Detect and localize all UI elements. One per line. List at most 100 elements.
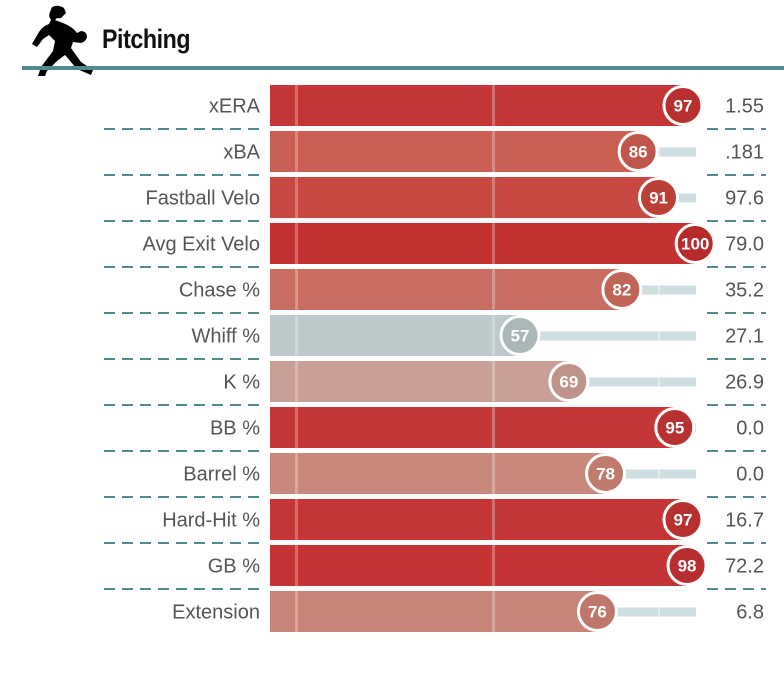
gridline [492, 453, 495, 494]
percentile-circle [548, 361, 590, 402]
gridline [295, 269, 298, 310]
percentile-label: 97 [674, 97, 693, 116]
percentile-label: 98 [678, 557, 697, 576]
gridline [295, 545, 298, 586]
percentile-bar [270, 499, 683, 540]
gridline [492, 361, 495, 402]
percentile-circle [601, 269, 643, 310]
percentile-label: 69 [559, 373, 578, 392]
percentile-bar [270, 131, 639, 172]
metric-label: xBA [223, 142, 260, 164]
percentile-bar [270, 453, 606, 494]
percentile-bar [270, 591, 598, 632]
percentile-circle [617, 131, 659, 172]
metric-label: GB % [208, 556, 260, 578]
stat-value: 0.0 [736, 418, 764, 440]
gridline [492, 269, 495, 310]
gridline [492, 223, 495, 264]
percentile-label: 97 [674, 511, 693, 530]
gridline [295, 177, 298, 218]
stat-value: 72.2 [725, 556, 764, 578]
percentile-bar [270, 85, 683, 126]
percentile-bar [270, 361, 569, 402]
percentile-bar [270, 223, 696, 264]
percentile-circle [662, 85, 704, 126]
metric-label: K % [223, 372, 260, 394]
metric-label: Avg Exit Velo [143, 234, 260, 256]
track-bar [597, 607, 696, 617]
track-tick [658, 285, 660, 295]
metric-label: Whiff % [191, 326, 260, 348]
track-bar [638, 147, 696, 157]
stat-value: 97.6 [725, 188, 764, 210]
section-header: Pitching [0, 0, 784, 78]
stat-value: 6.8 [736, 602, 764, 624]
percentile-label: 95 [665, 419, 684, 438]
track-tick [658, 147, 660, 157]
track-bar [568, 377, 696, 387]
stat-value: 79.0 [725, 234, 764, 256]
gridline [492, 131, 495, 172]
stat-value: 1.55 [725, 96, 764, 118]
gridline [295, 407, 298, 448]
percentile-bar [270, 407, 675, 448]
stat-value: 26.9 [725, 372, 764, 394]
percentile-label: 78 [596, 465, 615, 484]
percentile-bar [270, 177, 659, 218]
gridline [492, 499, 495, 540]
track-tick [658, 377, 660, 387]
metric-label: Barrel % [183, 464, 260, 486]
percentile-circle [662, 499, 704, 540]
percentile-circle [666, 545, 708, 586]
metric-label: Hard-Hit % [162, 510, 260, 532]
stat-value: 0.0 [736, 464, 764, 486]
metric-label: Chase % [179, 280, 260, 302]
gridline [492, 177, 495, 218]
metric-label: Extension [172, 602, 260, 624]
percentile-bar [270, 315, 520, 356]
percentile-circle [576, 591, 618, 632]
metric-label: Fastball Velo [145, 188, 260, 210]
percentile-circle [674, 223, 716, 264]
gridline [492, 85, 495, 126]
gridline [492, 545, 495, 586]
percentile-label: 86 [629, 143, 648, 162]
percentile-circle [585, 453, 627, 494]
metric-label: xERA [209, 96, 261, 118]
gridline [295, 499, 298, 540]
gridline [295, 223, 298, 264]
percentile-label: 76 [588, 603, 607, 622]
track-tick [658, 607, 660, 617]
gridline [295, 361, 298, 402]
percentile-bar [270, 545, 688, 586]
percentile-circle [654, 407, 696, 448]
percentile-label: 82 [612, 281, 631, 300]
gridline [295, 453, 298, 494]
gridline [295, 85, 298, 126]
track-bar [519, 331, 696, 341]
track-tick [658, 331, 660, 341]
metric-label: BB % [210, 418, 260, 440]
percentile-label: 91 [649, 189, 668, 208]
gridline [295, 315, 298, 356]
gridline [492, 315, 495, 356]
percentile-circle [638, 177, 680, 218]
percentile-bar [270, 269, 622, 310]
track-bar [605, 469, 696, 479]
gridline [295, 591, 298, 632]
stat-value: 27.1 [725, 326, 764, 348]
track-tick [658, 469, 660, 479]
stat-value: .181 [725, 142, 764, 164]
page-title: Pitching [102, 24, 191, 54]
percentile-label: 57 [511, 327, 530, 346]
percentile-circle [499, 315, 541, 356]
gridline [295, 131, 298, 172]
percentile-label: 100 [681, 235, 709, 254]
gridline [492, 407, 495, 448]
stat-value: 16.7 [725, 510, 764, 532]
header-rule [22, 66, 784, 70]
pitcher-silhouette-icon [32, 5, 93, 76]
stat-value: 35.2 [725, 280, 764, 302]
gridline [492, 591, 495, 632]
